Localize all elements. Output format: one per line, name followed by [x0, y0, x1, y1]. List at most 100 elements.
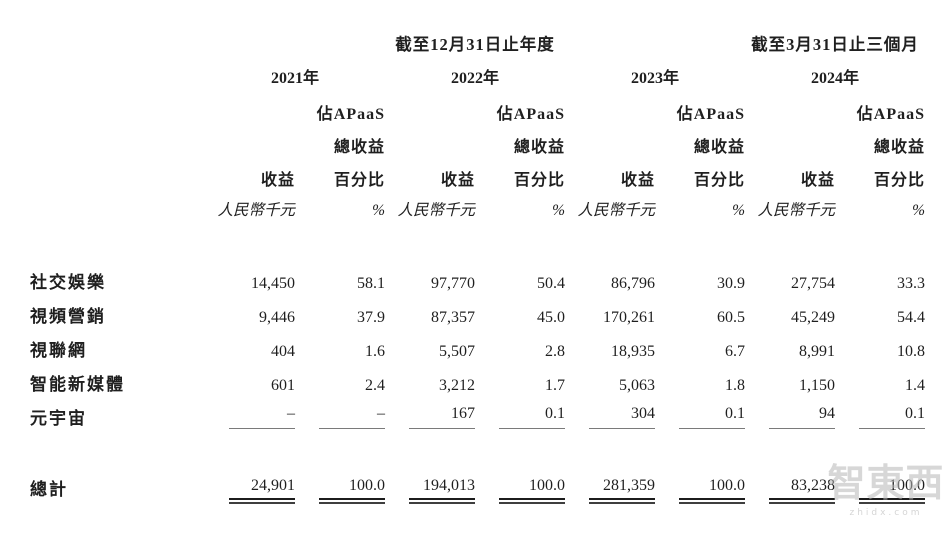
apaas-revenue-breakdown-table: 截至12月31日止年度 截至3月31日止三個月 2021年 2022年 2023… [30, 0, 925, 504]
column-header-row-pct-line1: 佔APaaS 佔APaaS 佔APaaS 佔APaaS [30, 88, 925, 124]
value-cell: 0.1 [475, 405, 565, 429]
double-ruled-value: 100.0 [679, 477, 745, 504]
value-cell: 58.1 [357, 275, 385, 292]
double-ruled-value: 100.0 [859, 477, 925, 504]
row-label: 視聯網 [30, 341, 87, 360]
value-cell: 33.3 [897, 275, 925, 292]
zhidx-site-text: zhidx.com [849, 507, 923, 518]
value-cell: – [295, 405, 385, 429]
value-cell: 304 [565, 405, 655, 429]
value-cell: 404 [271, 343, 295, 360]
value-cell: 167 [385, 405, 475, 429]
pct-header-line3: 百分比 [513, 172, 565, 189]
pct-header-line1: 佔APaaS [856, 106, 925, 123]
underlined-value: – [229, 405, 295, 429]
pct-header-line2: 總收益 [513, 139, 565, 156]
value-cell: 27,754 [791, 275, 835, 292]
underlined-value: – [319, 405, 385, 429]
table-row-video-network: 視聯網 404 1.6 5,507 2.8 18,935 6.7 8,991 1… [30, 327, 925, 361]
year-2021-label: 2021年 [270, 70, 319, 87]
pct-header-line2: 總收益 [693, 139, 745, 156]
period-header-year-ended-dec31: 截至12月31日止年度 [395, 35, 555, 54]
unit-rmb-thousand: 人民幣千元 [757, 202, 835, 219]
pct-header-line3: 百分比 [693, 172, 745, 189]
double-ruled-value: 281,359 [589, 477, 655, 504]
column-header-row-main: 收益 百分比 收益 百分比 收益 百分比 收益 百分比 [30, 157, 925, 190]
row-label: 元宇宙 [30, 409, 87, 428]
value-cell: 94 [745, 405, 835, 429]
total-cell: 100.0 [295, 477, 385, 504]
row-label: 智能新媒體 [30, 375, 125, 394]
pct-header-line2: 總收益 [333, 139, 385, 156]
value-cell: 10.8 [897, 343, 925, 360]
value-cell: 86,796 [611, 275, 655, 292]
total-cell: 100.0 [475, 477, 565, 504]
value-cell: 97,770 [431, 275, 475, 292]
underlined-value: 0.1 [679, 405, 745, 429]
value-cell: 6.7 [725, 343, 745, 360]
value-cell: 2.8 [545, 343, 565, 360]
pct-header-line3: 百分比 [333, 172, 385, 189]
value-cell: 1,150 [799, 377, 835, 394]
value-cell: 1.4 [905, 377, 925, 394]
value-cell: 1.7 [545, 377, 565, 394]
double-ruled-value: 24,901 [229, 477, 295, 504]
year-2023-label: 2023年 [630, 70, 679, 87]
double-ruled-value: 100.0 [319, 477, 385, 504]
value-cell: 601 [271, 377, 295, 394]
column-header-row-units: 人民幣千元 % 人民幣千元 % 人民幣千元 % 人民幣千元 % [30, 190, 925, 220]
period-header-three-months-mar31: 截至3月31日止三個月 [751, 35, 919, 54]
year-header-row: 2021年 2022年 2023年 2024年 [30, 55, 925, 88]
value-cell: 18,935 [611, 343, 655, 360]
value-cell: 0.1 [835, 405, 925, 429]
total-cell: 83,238 [745, 477, 835, 504]
value-cell: 5,507 [439, 343, 475, 360]
value-cell: 45,249 [791, 309, 835, 326]
revenue-header: 收益 [260, 172, 295, 189]
total-cell: 194,013 [385, 477, 475, 504]
unit-rmb-thousand: 人民幣千元 [577, 202, 655, 219]
unit-percent: % [552, 202, 565, 219]
double-ruled-value: 194,013 [409, 477, 475, 504]
table-row-smart-new-media: 智能新媒體 601 2.4 3,212 1.7 5,063 1.8 1,150 … [30, 361, 925, 395]
row-label: 社交娛樂 [30, 273, 106, 292]
value-cell: 37.9 [357, 309, 385, 326]
table-row-video-marketing: 視頻營銷 9,446 37.9 87,357 45.0 170,261 60.5… [30, 293, 925, 327]
pct-header-line2: 總收益 [873, 139, 925, 156]
underlined-value: 94 [769, 405, 835, 429]
row-label: 視頻營銷 [30, 307, 106, 326]
table-row-social-entertainment: 社交娛樂 14,450 58.1 97,770 50.4 86,796 30.9… [30, 259, 925, 293]
value-cell: 0.1 [655, 405, 745, 429]
value-cell: 60.5 [717, 309, 745, 326]
year-2022-label: 2022年 [450, 70, 499, 87]
value-cell: 1.6 [365, 343, 385, 360]
unit-percent: % [912, 202, 925, 219]
pct-header-line1: 佔APaaS [676, 106, 745, 123]
underlined-value: 167 [409, 405, 475, 429]
unit-rmb-thousand: 人民幣千元 [217, 202, 295, 219]
value-cell: 170,261 [603, 309, 655, 326]
table-row-total: 總計 24,901 100.0 194,013 100.0 281,359 10… [30, 466, 925, 504]
revenue-header: 收益 [800, 172, 835, 189]
value-cell: 50.4 [537, 275, 565, 292]
value-cell: 2.4 [365, 377, 385, 394]
value-cell: 14,450 [251, 275, 295, 292]
value-cell: 8,991 [799, 343, 835, 360]
total-cell: 281,359 [565, 477, 655, 504]
double-ruled-value: 100.0 [499, 477, 565, 504]
underlined-value: 304 [589, 405, 655, 429]
total-cell: 100.0 [835, 477, 925, 504]
unit-rmb-thousand: 人民幣千元 [397, 202, 475, 219]
value-cell: 45.0 [537, 309, 565, 326]
revenue-header: 收益 [440, 172, 475, 189]
table-row-metaverse: 元宇宙 – – 167 0.1 304 0.1 94 0.1 [30, 395, 925, 429]
unit-percent: % [732, 202, 745, 219]
period-header-row: 截至12月31日止年度 截至3月31日止三個月 [30, 0, 925, 55]
value-cell: 87,357 [431, 309, 475, 326]
double-ruled-value: 83,238 [769, 477, 835, 504]
value-cell: 5,063 [619, 377, 655, 394]
value-cell: 9,446 [259, 309, 295, 326]
pct-header-line1: 佔APaaS [496, 106, 565, 123]
value-cell: 30.9 [717, 275, 745, 292]
